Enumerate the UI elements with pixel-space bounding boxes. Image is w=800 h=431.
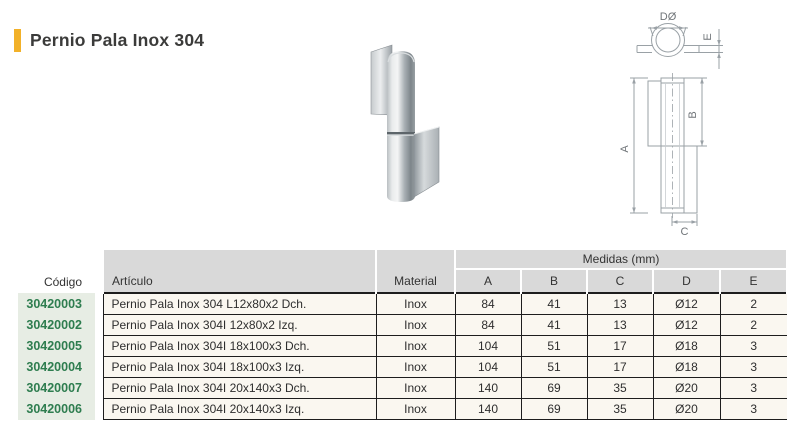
- cell-dim-e: 3: [719, 377, 787, 399]
- cell-dim-d: Ø18: [652, 335, 721, 357]
- page-title: Pernio Pala Inox 304: [30, 30, 205, 50]
- header-medidas: Medidas (mm): [454, 250, 788, 270]
- header-dim-a: A: [454, 269, 522, 293]
- cell-codigo: 30420006: [18, 398, 95, 420]
- technical-diagram: DØ E A B C: [619, 11, 723, 238]
- cell-dim-e: 3: [719, 335, 787, 357]
- cell-spacer: [95, 377, 103, 399]
- table-header: Código Artículo Material Medidas (mm) A …: [18, 250, 788, 293]
- cell-dim-d: Ø20: [652, 377, 721, 399]
- cell-dim-c: 35: [586, 377, 654, 399]
- spec-table: Código Artículo Material Medidas (mm) A …: [18, 250, 788, 420]
- cell-material: Inox: [375, 398, 456, 420]
- cell-dim-a: 140: [454, 377, 522, 399]
- header-articulo: Artículo: [102, 250, 377, 293]
- cell-articulo: Pernio Pala Inox 304I 20x140x3 Dch.: [102, 377, 377, 399]
- header-dim-d: D: [652, 269, 721, 293]
- dim-label-e: E: [702, 33, 714, 40]
- header-codigo: Código: [18, 250, 95, 293]
- table-row: 30420003 Pernio Pala Inox 304 L12x80x2 D…: [18, 292, 787, 315]
- cell-codigo: 30420002: [18, 314, 95, 336]
- cell-dim-d: Ø20: [652, 398, 721, 420]
- cell-dim-c: 17: [586, 335, 654, 357]
- table-body: 30420003 Pernio Pala Inox 304 L12x80x2 D…: [18, 292, 787, 420]
- cell-dim-c: 13: [586, 314, 654, 336]
- cell-articulo: Pernio Pala Inox 304I 18x100x3 Izq.: [102, 356, 377, 378]
- dim-label-a: A: [619, 145, 631, 153]
- header-dim-e: E: [719, 269, 788, 293]
- cell-material: Inox: [375, 314, 456, 336]
- cell-dim-d: Ø12: [652, 292, 721, 315]
- header-material: Material: [375, 250, 456, 293]
- cell-dim-b: 51: [520, 335, 588, 357]
- cell-spacer: [95, 314, 103, 336]
- cell-dim-b: 41: [520, 314, 588, 336]
- product-photo: [370, 44, 440, 202]
- header-dim-c: C: [586, 269, 654, 293]
- cell-material: Inox: [375, 292, 456, 315]
- cell-articulo: Pernio Pala Inox 304I 20x140x3 Izq.: [102, 398, 377, 420]
- table-row: 30420005 Pernio Pala Inox 304I 18x100x3 …: [18, 335, 787, 357]
- cell-dim-a: 104: [454, 335, 522, 357]
- dim-label-diameter: DØ: [660, 11, 677, 23]
- cell-dim-d: Ø12: [652, 314, 721, 336]
- dim-label-b: B: [687, 111, 699, 118]
- cell-dim-a: 140: [454, 398, 522, 420]
- cell-dim-e: 2: [719, 292, 787, 315]
- table-row: 30420004 Pernio Pala Inox 304I 18x100x3 …: [18, 356, 787, 378]
- cell-articulo: Pernio Pala Inox 304 L12x80x2 Dch.: [102, 292, 377, 315]
- cell-dim-b: 41: [520, 292, 588, 315]
- cell-material: Inox: [375, 335, 456, 357]
- cell-codigo: 30420005: [18, 335, 95, 357]
- cell-codigo: 30420004: [18, 356, 95, 378]
- title-block: Pernio Pala Inox 304: [14, 29, 204, 52]
- cell-dim-c: 35: [586, 398, 654, 420]
- header-spacer: [95, 250, 103, 293]
- cell-spacer: [95, 335, 103, 357]
- table-row: 30420006 Pernio Pala Inox 304I 20x140x3 …: [18, 398, 787, 420]
- cell-material: Inox: [375, 377, 456, 399]
- cell-dim-b: 69: [520, 398, 588, 420]
- cell-dim-e: 2: [719, 314, 787, 336]
- header-dim-b: B: [520, 269, 588, 293]
- cell-spacer: [95, 293, 103, 315]
- cell-codigo: 30420007: [18, 377, 95, 399]
- cell-dim-a: 84: [454, 292, 522, 315]
- cell-codigo: 30420003: [18, 293, 95, 315]
- cell-spacer: [95, 398, 103, 420]
- accent-bar-icon: [14, 29, 21, 52]
- dim-label-c: C: [681, 226, 689, 238]
- cell-articulo: Pernio Pala Inox 304I 18x100x3 Dch.: [102, 335, 377, 357]
- cell-dim-a: 104: [454, 356, 522, 378]
- cell-dim-b: 69: [520, 377, 588, 399]
- cell-dim-e: 3: [719, 356, 787, 378]
- cell-dim-b: 51: [520, 356, 588, 378]
- table-row: 30420007 Pernio Pala Inox 304I 20x140x3 …: [18, 377, 787, 399]
- cell-dim-d: Ø18: [652, 356, 721, 378]
- cell-dim-e: 3: [719, 398, 787, 420]
- table-row: 30420002 Pernio Pala Inox 304I 12x80x2 I…: [18, 314, 787, 336]
- cell-dim-a: 84: [454, 314, 522, 336]
- cell-dim-c: 17: [586, 356, 654, 378]
- cell-material: Inox: [375, 356, 456, 378]
- cell-articulo: Pernio Pala Inox 304I 12x80x2 Izq.: [102, 314, 377, 336]
- cell-spacer: [95, 356, 103, 378]
- cell-dim-c: 13: [586, 292, 654, 315]
